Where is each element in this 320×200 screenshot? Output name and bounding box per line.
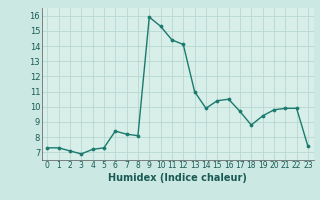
X-axis label: Humidex (Indice chaleur): Humidex (Indice chaleur) [108, 173, 247, 183]
